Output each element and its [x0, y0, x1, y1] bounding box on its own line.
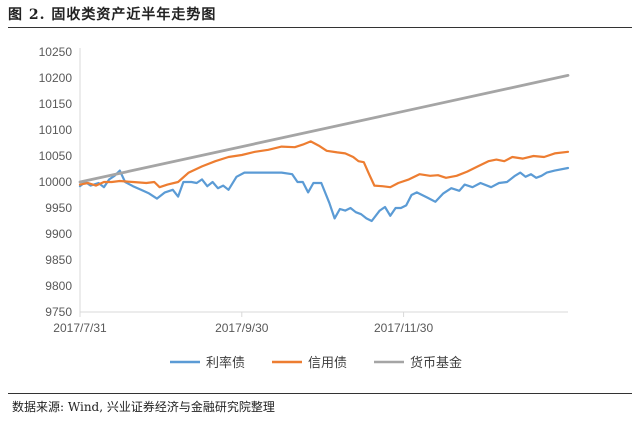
y-tick-label: 10050 [39, 149, 73, 163]
legend: 利率债 信用债 货币基金 [170, 355, 462, 371]
legend-label: 货币基金 [410, 355, 462, 371]
y-tick-labels: 9750 9800 9850 9900 9950 10000 10050 10100 10150… [39, 45, 73, 319]
x-tick-labels: 2017/7/31 2017/9/30 2017/11/30 [53, 312, 433, 335]
y-tick-label: 9800 [45, 279, 72, 293]
legend-label: 利率债 [206, 355, 245, 371]
source-note: 数据来源: Wind, 兴业证券经济与金融研究院整理 [12, 400, 275, 414]
top-rule [8, 27, 632, 28]
y-tick-label: 10100 [39, 123, 73, 137]
figure-title: 图 2. 固收类资产近半年走势图 [8, 7, 217, 23]
series-line-2 [78, 140, 570, 189]
y-tick-label: 10150 [39, 97, 73, 111]
series-lines [78, 74, 570, 223]
y-tick-label: 9900 [45, 227, 72, 241]
y-tick-label: 9850 [45, 253, 72, 267]
x-tick-label: 2017/7/31 [53, 321, 107, 335]
y-tick-label: 10250 [39, 45, 73, 59]
y-tick-label: 10000 [39, 175, 73, 189]
legend-label: 信用债 [308, 356, 347, 371]
y-tick-label: 9950 [45, 201, 72, 215]
bottom-rule [8, 393, 632, 394]
x-tick-label: 2017/9/30 [215, 321, 269, 335]
x-tick-label: 2017/11/30 [374, 321, 433, 335]
series-line-3 [78, 74, 570, 184]
axes [79, 48, 568, 313]
line-chart: 9750 9800 9850 9900 9950 10000 10050 10100 10150… [39, 45, 570, 371]
y-tick-label: 9750 [45, 305, 72, 319]
y-tick-label: 10200 [39, 71, 73, 85]
series-line-1 [78, 166, 570, 223]
